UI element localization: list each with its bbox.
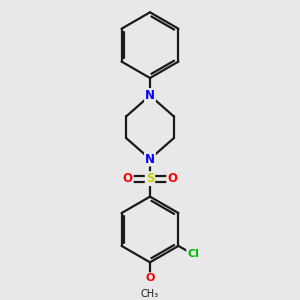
Text: CH₃: CH₃ [141,289,159,299]
Text: N: N [145,152,155,166]
Text: O: O [145,273,155,283]
Text: Cl: Cl [187,249,199,260]
Text: N: N [145,89,155,102]
Text: S: S [146,172,154,185]
Text: O: O [123,172,133,185]
Text: O: O [167,172,177,185]
